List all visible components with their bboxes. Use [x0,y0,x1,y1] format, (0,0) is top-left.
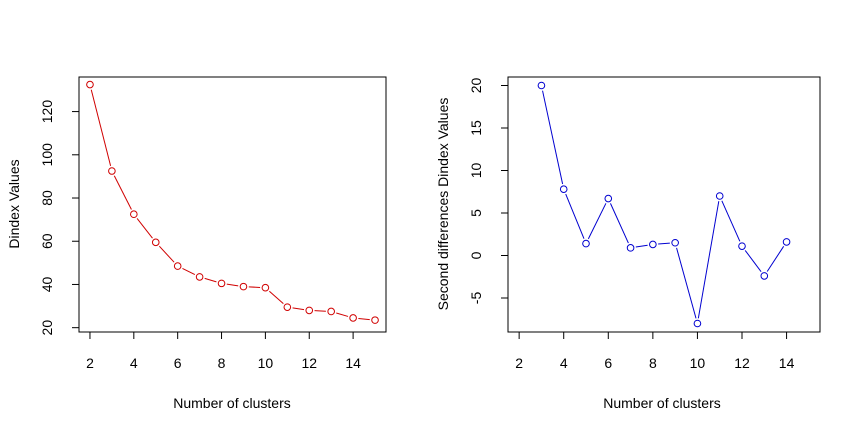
data-point [108,167,116,175]
x-tick-label: 6 [604,355,612,371]
series-line-segment [744,250,762,272]
series-line-segment [542,90,564,185]
series-line-segment [314,310,326,312]
series-line-segment [90,89,112,166]
x-tick-label: 6 [174,355,182,371]
data-point [195,273,204,281]
data-point [327,307,335,316]
data-point [130,210,138,219]
data-point [738,242,746,250]
x-tick-label: 12 [734,355,750,371]
y-tick-label: 60 [39,233,55,249]
x-tick-label: 8 [649,355,657,371]
data-point [151,238,160,247]
series-line-segment [158,245,175,263]
y-tick-label: 100 [39,143,55,167]
series-line-segment [336,312,349,317]
x-tick-label: 10 [258,355,274,371]
series-line-segment [136,218,153,239]
data-point [582,239,590,248]
data-point [559,185,568,193]
series-line-segment [204,277,217,283]
series [537,81,791,328]
series-line-segment [766,246,785,272]
y-tick-label: 0 [468,251,484,259]
data-point [261,283,270,292]
data-point [760,272,769,280]
series-line-segment [565,193,585,239]
series [86,80,379,324]
series-line-segment [635,244,648,248]
series-line-segment [676,247,697,319]
x-tick-label: 4 [560,355,568,371]
data-point [371,316,379,324]
y-axis-label: Second differences Dindex Values [435,98,451,311]
series-line-segment [610,203,629,244]
x-axis: 2 4 6 8 10 12 14 [86,332,361,371]
x-tick-label: 2 [86,355,94,371]
data-point [173,262,182,270]
x-axis-label: Number of clusters [603,395,720,411]
series-line-segment [658,242,670,245]
plot-frame [78,76,387,333]
data-point [626,244,635,252]
dindex-panel: 2 4 6 8 10 12 14 20 40 60 80 100 120 Number of clus… [6,76,387,411]
second-differences-panel: 2 4 6 8 10 12 14 -5 0 5 10 15 20 Number of clusters… [435,76,821,411]
data-point [671,238,679,247]
x-tick-label: 12 [301,355,317,371]
series-line-segment [292,307,305,311]
series-line-segment [269,290,284,305]
data-point [217,279,226,288]
data-point [349,314,357,322]
y-tick-label: 5 [468,209,484,217]
data-point [86,80,94,89]
data-point [305,306,314,315]
y-tick-label: 120 [39,100,55,124]
series-line-segment [182,267,196,275]
y-tick-label: 80 [39,190,55,206]
series-line-segment [721,200,741,242]
y-tick-label: 20 [468,78,484,94]
x-tick-label: 10 [690,355,706,371]
y-tick-label: 40 [39,276,55,292]
y-axis-label: Dindex Values [6,159,22,248]
y-tick-label: -5 [468,292,484,305]
data-point [537,81,546,90]
series-line-segment [358,317,370,321]
plot-frame [507,76,821,333]
x-axis: 2 4 6 8 10 12 14 [515,332,795,371]
series-line-segment [248,286,261,288]
y-axis: -5 0 5 10 15 20 [468,78,508,305]
x-tick-label: 14 [779,355,795,371]
y-tick-label: 15 [468,120,484,136]
series-line-segment [697,201,720,319]
data-point [715,192,724,200]
x-tick-label: 4 [130,355,138,371]
series-line-segment [587,203,607,240]
x-axis-label: Number of clusters [173,395,290,411]
series-line-segment [113,175,132,210]
data-point [782,238,791,246]
y-tick-label: 20 [39,320,55,336]
x-tick-label: 2 [515,355,523,371]
data-point [604,194,613,203]
x-tick-label: 14 [345,355,361,371]
y-axis: 20 40 60 80 100 120 [39,100,79,336]
y-tick-label: 10 [468,163,484,179]
data-point [649,240,657,249]
data-point [693,319,702,328]
series-line-segment [226,283,239,287]
x-tick-label: 8 [218,355,226,371]
data-point [283,303,292,311]
data-point [239,282,248,291]
